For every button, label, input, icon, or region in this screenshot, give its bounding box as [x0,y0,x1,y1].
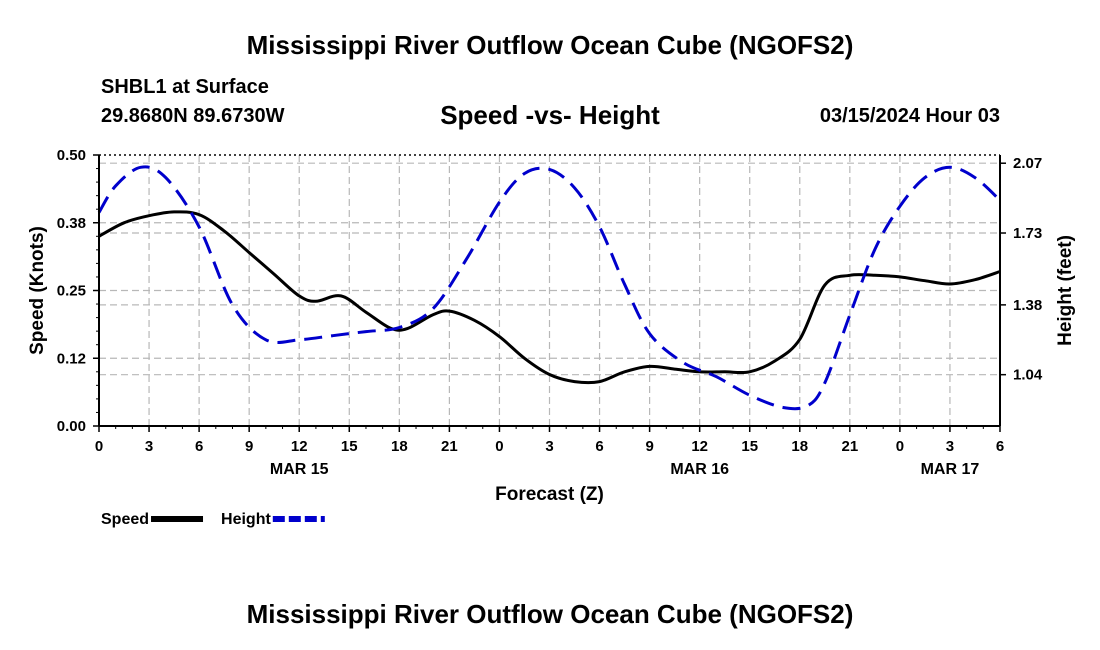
x-tick-label: 21 [441,438,458,455]
date-label: MAR 17 [921,461,980,478]
x-tick-label: 12 [291,438,308,455]
y-tick-label: 0.50 [57,147,86,164]
date-label: MAR 15 [270,461,329,478]
x-tick-label: 15 [341,438,358,455]
y2-axis-title: Height (feet) [1055,235,1076,346]
chart-title: Speed -vs- Height [440,100,660,130]
grid-lines [99,154,1000,426]
y2-tick-label: 1.38 [1013,297,1042,314]
height-series-line [97,165,1002,411]
x-tick-label: 3 [545,438,553,455]
x-tick-label: 18 [391,438,408,455]
x-tick-label: 9 [245,438,253,455]
y-tick-label: 0.25 [57,283,86,300]
legend-label: Height [221,511,271,528]
y2-tick-label: 2.07 [1013,155,1042,172]
date-label: MAR 16 [670,461,729,478]
x-tick-label: 0 [896,438,904,455]
x-axis-title: Forecast (Z) [495,484,604,505]
speed-series-line [98,210,1001,385]
main-title: Mississippi River Outflow Ocean Cube (NG… [246,30,854,60]
station-name: SHBL1 at Surface [101,76,269,98]
x-tick-label: 6 [996,438,1004,455]
footer-title: Mississippi River Outflow Ocean Cube (NG… [246,599,854,629]
x-tick-label: 6 [195,438,203,455]
series-lines [97,165,1002,411]
x-tick-label: 12 [691,438,708,455]
run-time: 03/15/2024 Hour 03 [819,105,1000,127]
x-tick-label: 3 [145,438,153,455]
axes [93,154,1006,432]
legend-label: Speed [101,511,149,528]
y-tick-label: 0.12 [57,350,86,367]
axis-labels: 0 3 6 9 12 15 18 21 0 3 6 9 12 15 18 21 0 3 6 MAR 15 MAR 16 M… [27,147,1076,505]
legend: Speed Height [101,511,325,528]
y-axis-title: Speed (Knots) [27,226,48,355]
x-tick-label: 6 [595,438,603,455]
y-tick-label: 0.38 [57,215,86,232]
y2-tick-label: 1.73 [1013,225,1042,242]
y-tick-label: 0.00 [57,418,86,435]
x-tick-label: 15 [741,438,758,455]
x-tick-label: 9 [645,438,653,455]
x-tick-label: 18 [791,438,808,455]
y2-tick-label: 1.04 [1013,367,1043,384]
station-coords: 29.8680N 89.6730W [101,105,285,127]
x-tick-label: 3 [946,438,954,455]
x-tick-label: 0 [495,438,503,455]
x-tick-label: 0 [95,438,103,455]
x-tick-label: 21 [841,438,858,455]
